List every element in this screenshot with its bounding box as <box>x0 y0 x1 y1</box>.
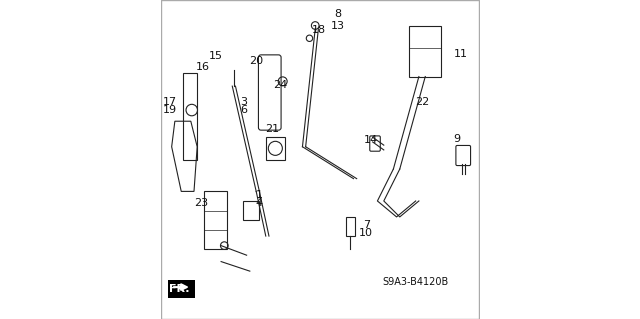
Text: 21: 21 <box>265 124 279 134</box>
Text: 24: 24 <box>273 79 287 90</box>
Text: 1: 1 <box>256 189 263 200</box>
Text: 20: 20 <box>249 56 263 66</box>
Text: 11: 11 <box>453 49 467 59</box>
Text: 22: 22 <box>415 97 429 107</box>
Text: S9A3-B4120B: S9A3-B4120B <box>383 277 449 287</box>
Text: 3: 3 <box>241 97 248 107</box>
Text: 23: 23 <box>195 197 209 208</box>
Text: 19: 19 <box>163 105 177 115</box>
Text: 13: 13 <box>330 20 344 31</box>
FancyBboxPatch shape <box>168 280 195 298</box>
Text: 4: 4 <box>256 197 263 208</box>
Text: 8: 8 <box>334 9 341 19</box>
Text: FR.: FR. <box>169 284 189 294</box>
Text: 14: 14 <box>364 135 378 145</box>
Text: 7: 7 <box>363 220 370 230</box>
Text: 9: 9 <box>454 134 461 144</box>
Text: 15: 15 <box>209 51 223 61</box>
Text: 6: 6 <box>241 105 248 115</box>
Text: 10: 10 <box>359 228 373 238</box>
Text: 18: 18 <box>311 25 326 35</box>
Text: 16: 16 <box>196 62 210 72</box>
Text: 17: 17 <box>163 97 177 107</box>
